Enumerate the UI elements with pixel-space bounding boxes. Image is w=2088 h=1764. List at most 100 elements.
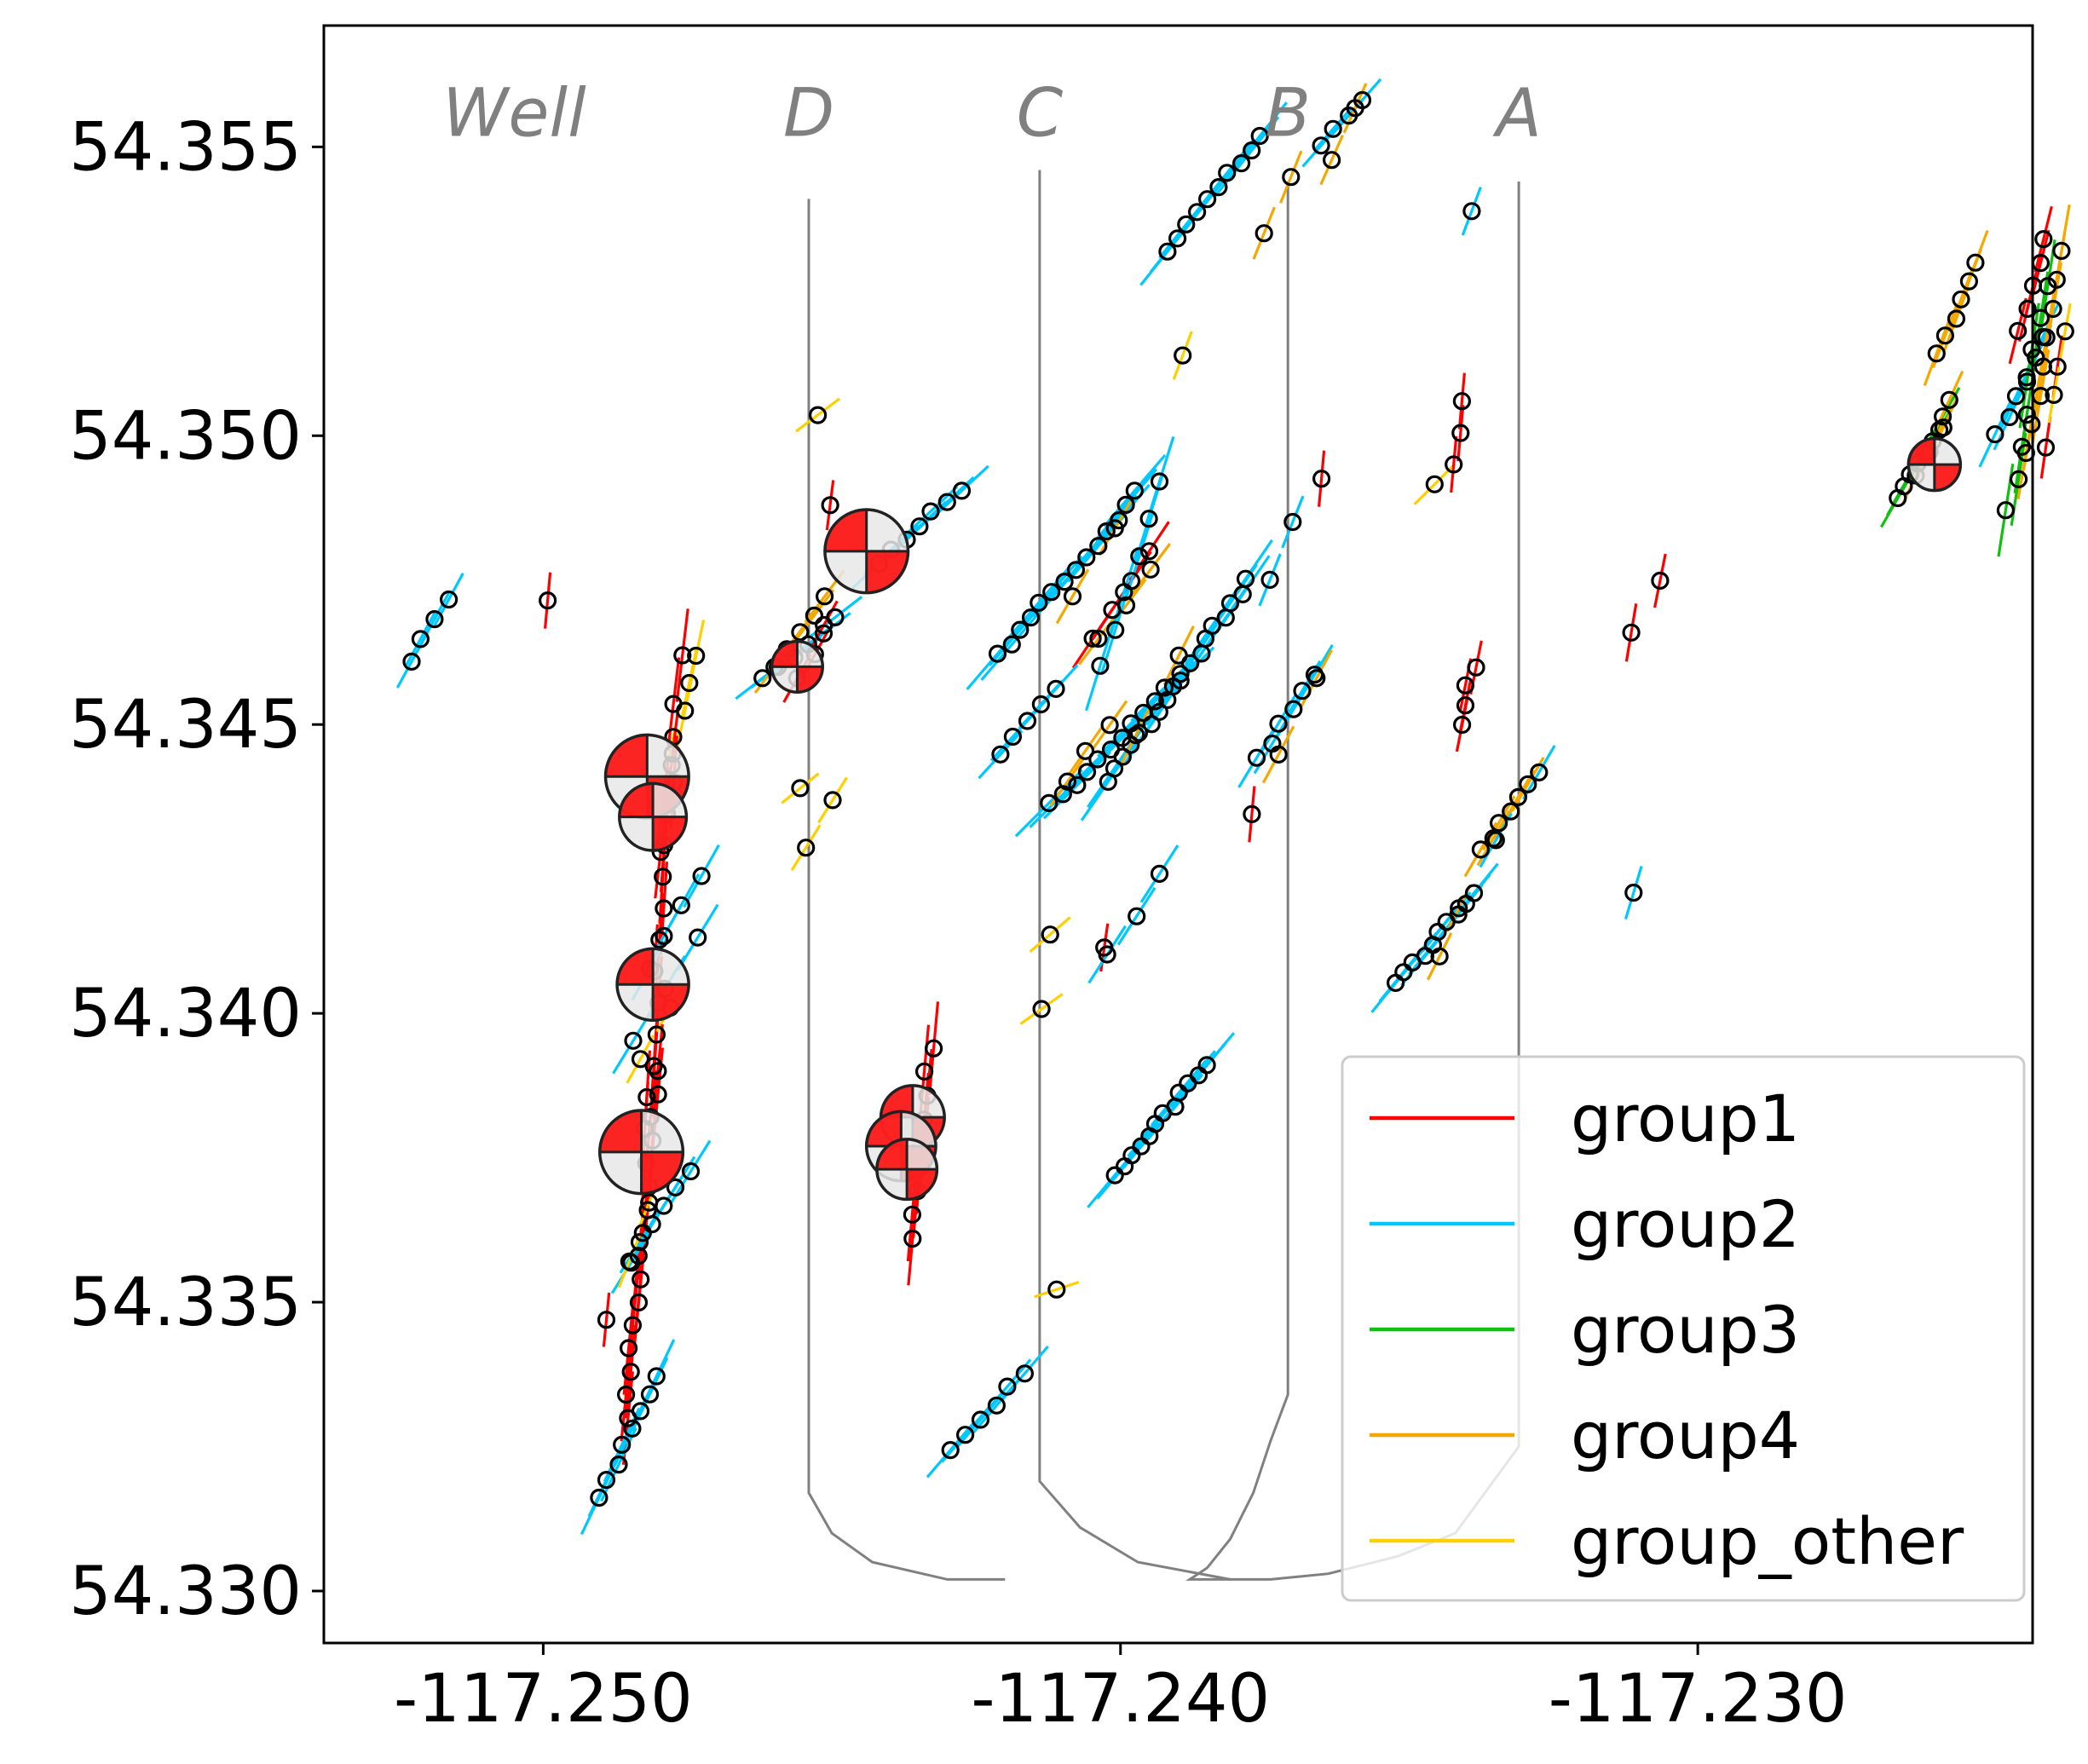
event-marker xyxy=(439,590,459,609)
event-marker xyxy=(629,1293,649,1312)
event-marker xyxy=(1018,712,1037,730)
beachball-compression-quadrant xyxy=(866,1111,902,1147)
event-stick-group2 xyxy=(1624,866,1643,920)
event-marker xyxy=(1155,678,1174,697)
event-marker xyxy=(1055,572,1074,591)
x-tick-label: -117.230 xyxy=(1549,1661,1848,1738)
event-marker xyxy=(613,1435,632,1455)
event-stick-group2 xyxy=(1000,1345,1049,1402)
event-marker xyxy=(2047,270,2066,289)
event-marker xyxy=(1115,583,1133,602)
beachball-compression-quadrant xyxy=(653,984,689,1021)
event-stick-group1 xyxy=(666,657,681,751)
event-marker xyxy=(623,1419,642,1438)
beachball-compression-quadrant xyxy=(771,641,798,667)
event-marker xyxy=(1996,501,2015,520)
event-marker xyxy=(823,791,842,810)
event-stick-group4 xyxy=(1252,206,1276,260)
event-stick-group2 xyxy=(1146,1073,1204,1140)
event-marker xyxy=(1127,725,1145,745)
focal-mechanisms xyxy=(597,436,1963,1202)
x-tick-label: -117.250 xyxy=(394,1661,693,1738)
event-marker xyxy=(1083,629,1102,648)
event-marker xyxy=(1105,759,1124,778)
well-label-a: A xyxy=(1491,76,1541,153)
event-marker xyxy=(1077,763,1097,781)
event-stick-group4 xyxy=(1319,135,1344,186)
legend-label-group3: group3 xyxy=(1571,1292,1800,1368)
focal-mechanism xyxy=(618,781,689,852)
event-marker xyxy=(791,779,810,798)
event-stick-group_other xyxy=(1034,1280,1080,1299)
event-marker xyxy=(1089,537,1108,556)
event-marker xyxy=(1158,242,1177,261)
event-marker xyxy=(630,1232,649,1252)
event-marker xyxy=(937,493,956,511)
event-stick-group1 xyxy=(1128,521,1170,582)
event-marker xyxy=(620,1252,639,1271)
event-stick-group_other xyxy=(817,776,848,824)
event-stick-group_other xyxy=(1019,993,1064,1025)
event-marker xyxy=(1231,154,1251,173)
event-stick-group2 xyxy=(418,592,450,646)
y-tick-label: 54.335 xyxy=(69,1265,302,1341)
event-stick-group2 xyxy=(1139,845,1180,903)
event-stick-group1 xyxy=(1450,435,1458,493)
event-marker xyxy=(1066,561,1086,579)
event-stick-group2 xyxy=(670,1139,712,1203)
event-marker xyxy=(1174,346,1192,365)
event-marker xyxy=(1030,593,1048,612)
event-marker xyxy=(1927,344,1946,363)
event-stick-group2 xyxy=(941,1406,990,1463)
event-marker xyxy=(1169,1083,1188,1102)
event-marker xyxy=(1105,1166,1124,1185)
event-marker xyxy=(955,1426,975,1444)
event-marker xyxy=(1651,571,1670,591)
x-tick-label: -117.240 xyxy=(971,1661,1270,1738)
event-marker xyxy=(692,867,711,885)
event-marker xyxy=(1032,1000,1051,1018)
event-marker xyxy=(2017,406,2036,424)
well-label-well: Well xyxy=(442,76,586,153)
event-marker xyxy=(1952,290,1970,308)
event-marker xyxy=(2017,372,2037,391)
event-marker xyxy=(425,609,444,629)
event-marker xyxy=(1197,1056,1216,1075)
event-marker xyxy=(1322,151,1341,170)
event-stick-group4 xyxy=(1931,303,1959,369)
event-marker xyxy=(1129,723,1149,742)
event-stick-group4 xyxy=(1067,726,1104,776)
focal-mechanism xyxy=(875,1138,939,1202)
event-marker xyxy=(1452,392,1472,411)
event-marker xyxy=(1106,620,1125,639)
event-stick-group_other xyxy=(617,1235,641,1288)
event-marker xyxy=(1002,635,1021,654)
beachball-compression-quadrant xyxy=(797,666,823,693)
event-marker xyxy=(631,1402,650,1421)
event-stick-group1 xyxy=(2031,229,2051,297)
event-stick-group_other xyxy=(2047,366,2061,424)
event-marker xyxy=(1125,481,1144,500)
event-stick-group2 xyxy=(1007,566,1070,640)
event-marker xyxy=(1041,925,1059,944)
event-marker xyxy=(1097,522,1116,541)
event-marker xyxy=(808,406,828,424)
event-stick-group2 xyxy=(1313,107,1353,151)
event-marker xyxy=(987,1396,1007,1415)
event-stick-group2 xyxy=(1033,664,1079,714)
event-marker xyxy=(988,644,1007,663)
event-marker xyxy=(1519,775,1537,793)
event-marker xyxy=(1003,727,1023,747)
event-marker xyxy=(1141,560,1160,579)
event-marker xyxy=(680,673,699,693)
event-stick-group_other xyxy=(790,824,822,872)
event-marker xyxy=(1150,702,1168,722)
well-label-d: D xyxy=(783,76,834,153)
event-marker xyxy=(1966,253,1985,272)
event-marker xyxy=(623,1316,643,1335)
legend-label-group4: group4 xyxy=(1571,1398,1800,1473)
event-marker xyxy=(1502,802,1520,821)
event-marker xyxy=(1122,735,1140,754)
event-marker xyxy=(1986,425,2004,444)
event-marker xyxy=(1021,608,1041,627)
